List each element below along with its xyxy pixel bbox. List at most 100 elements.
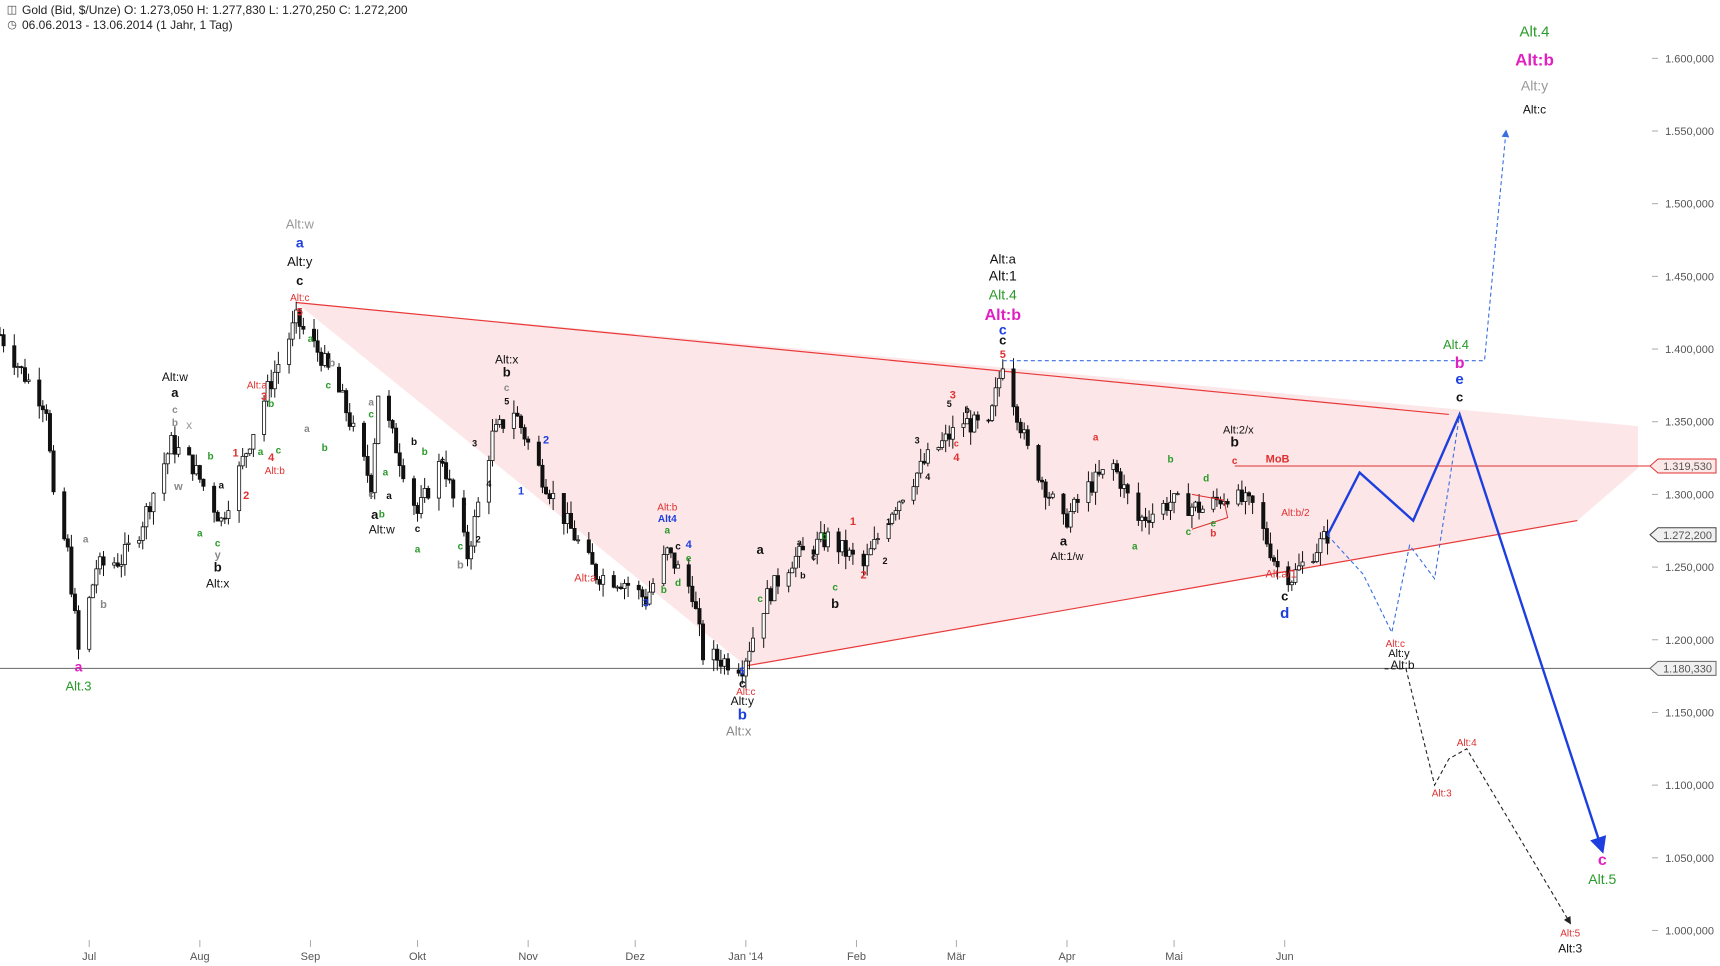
candle-body <box>486 460 491 503</box>
candle-body <box>326 353 331 368</box>
wave-label: a <box>171 385 179 400</box>
candle-body <box>1236 489 1241 505</box>
candle-body <box>586 539 591 553</box>
candle-body <box>137 540 142 544</box>
candle-body <box>501 419 506 429</box>
candle-body <box>975 414 980 421</box>
candle-body <box>1239 489 1244 502</box>
wave-label: 2 <box>882 556 887 566</box>
wave-label: c <box>326 380 332 391</box>
candle-body <box>1143 516 1148 521</box>
candle-body <box>376 395 381 444</box>
candle-body <box>868 548 873 556</box>
wave-label: a <box>368 398 374 409</box>
wave-label: 5 <box>297 307 303 319</box>
candle-body <box>301 325 306 330</box>
y-tick-label: 1.450,000 <box>1665 271 1714 283</box>
candle-body <box>351 422 356 427</box>
wave-label: Alt:w <box>162 370 188 384</box>
candle-body <box>115 562 120 567</box>
candle-body <box>797 545 802 557</box>
projection-paths <box>1002 129 1607 925</box>
wave-label: 5 <box>1000 349 1006 361</box>
candle-body <box>1090 481 1095 493</box>
wave-label: Alt:a <box>990 251 1017 266</box>
wave-label: 4 <box>268 452 275 464</box>
candle-body <box>861 553 866 567</box>
wave-label: Alt:y <box>1521 77 1548 93</box>
wave-label: a <box>1060 533 1068 548</box>
x-tick-label: Feb <box>847 951 866 963</box>
wave-label: c <box>954 438 959 448</box>
candle-body <box>1047 496 1052 499</box>
y-tick-label: 1.300,000 <box>1665 489 1714 501</box>
wave-label: a <box>756 542 764 557</box>
candle-body <box>668 547 673 554</box>
candle-body <box>526 438 531 443</box>
y-tick-label: 1.100,000 <box>1665 780 1714 792</box>
y-tick-label: 1.000,000 <box>1665 925 1714 937</box>
wave-label: Alt:x <box>726 724 752 739</box>
candle-body <box>319 351 324 366</box>
wave-label: 1 <box>850 516 856 528</box>
candle-body <box>144 506 149 528</box>
candle-body <box>693 601 698 609</box>
wave-label: Alt:c <box>736 687 755 698</box>
candle-body <box>1018 421 1023 434</box>
candle-body <box>775 575 780 587</box>
y-axis: 1.000,000 1.050,000 1.100,000 1.150,000 1.20… <box>1649 53 1717 937</box>
candle-body <box>1293 569 1298 583</box>
candle-body <box>672 552 677 569</box>
wave-label: x <box>186 418 192 432</box>
candle-body <box>697 608 702 625</box>
candle-body <box>997 377 1002 389</box>
price-tag-label: 1.319,530 <box>1663 461 1712 473</box>
candle-body <box>922 460 927 464</box>
wave-label: c <box>811 552 816 562</box>
candle-body <box>747 650 752 662</box>
x-tick-label: Mär <box>947 951 966 963</box>
candle-body <box>76 610 81 650</box>
wave-label: Alt:4 <box>1457 738 1477 749</box>
candle-body <box>911 486 916 501</box>
wave-label: b <box>1455 355 1465 372</box>
wave-label: b <box>821 532 827 543</box>
wave-label: Alt:3 <box>1432 789 1452 800</box>
wave-label: Alt:5 <box>1560 928 1580 939</box>
wave-label: 4 <box>953 452 960 464</box>
wave-label: b <box>1210 529 1216 540</box>
candle-body <box>1086 481 1091 503</box>
candle-body <box>1268 543 1273 559</box>
wave-label: c <box>757 594 763 605</box>
wave-label: Alt:1/w <box>1050 551 1083 563</box>
candle-body <box>476 501 481 517</box>
candle-body <box>1065 513 1070 528</box>
candle-body <box>551 493 556 500</box>
candle-body <box>568 513 573 529</box>
candle-body <box>26 379 31 382</box>
candle-body <box>1164 502 1169 511</box>
wave-label: Alt:b/2 <box>1281 508 1310 519</box>
candle-body <box>1186 493 1191 516</box>
wave-label: Alt:y <box>731 694 754 708</box>
candle-body <box>1193 501 1198 508</box>
candle-body <box>686 564 691 587</box>
projection-path <box>1326 411 1607 854</box>
candle-body <box>961 423 966 428</box>
wave-label: a <box>258 447 264 458</box>
candle-body <box>51 450 56 493</box>
candle-body <box>1318 538 1323 554</box>
candle-body <box>561 493 566 525</box>
candle-body <box>1314 552 1319 562</box>
y-tick-label: 1.550,000 <box>1665 126 1714 138</box>
candle-body <box>1264 528 1269 545</box>
candle-body <box>651 583 656 593</box>
candle-body <box>1250 495 1255 503</box>
wave-label: b <box>268 399 274 410</box>
candle-body <box>897 501 902 512</box>
wave-label: Alt:c <box>1523 103 1546 117</box>
candle-body <box>900 499 905 503</box>
candle-body <box>251 434 256 450</box>
wave-label: a <box>197 529 203 540</box>
